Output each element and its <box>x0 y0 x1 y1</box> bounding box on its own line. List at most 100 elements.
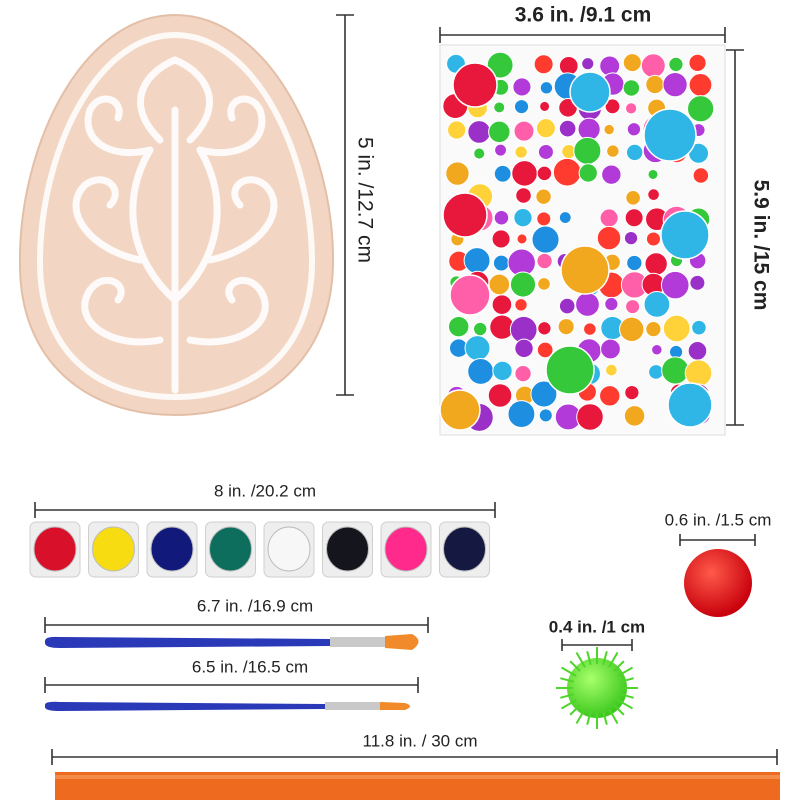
gem <box>467 357 495 385</box>
gem <box>575 292 600 317</box>
gem <box>492 360 513 382</box>
gem <box>447 120 467 140</box>
gem <box>493 209 510 226</box>
gem <box>464 335 491 362</box>
gem <box>691 319 707 336</box>
brush-large <box>45 634 419 650</box>
gem-large <box>660 210 710 260</box>
gem <box>487 383 513 408</box>
gem <box>625 102 638 115</box>
gem <box>492 254 510 272</box>
gem <box>558 297 576 315</box>
pompom-strand <box>602 651 608 666</box>
gem <box>513 208 533 228</box>
gem-height-label: 5.9 in. /15 cm <box>749 180 772 311</box>
gem <box>473 147 486 160</box>
gem <box>467 120 492 144</box>
pompom-strand <box>608 651 619 668</box>
paint-dimension-line <box>34 502 496 518</box>
gem <box>536 252 553 270</box>
gem <box>583 322 597 336</box>
gem <box>643 290 671 318</box>
gem-large <box>452 62 498 108</box>
gem <box>622 79 641 97</box>
pompom-strand <box>586 710 592 725</box>
gem <box>645 74 665 95</box>
gem <box>626 143 644 162</box>
gem <box>622 53 642 73</box>
gem <box>604 296 619 312</box>
gem <box>601 164 622 185</box>
gem <box>688 73 713 97</box>
gem <box>536 165 553 182</box>
gem <box>493 101 506 114</box>
gem <box>606 144 620 158</box>
ribbon-dimension-line <box>51 749 778 765</box>
egg-dimension-line <box>336 14 354 396</box>
gem <box>645 231 662 247</box>
gem <box>536 341 554 359</box>
ribbon-highlight <box>55 775 780 779</box>
gem-large <box>439 389 481 431</box>
gem <box>644 252 668 276</box>
gem-height-line <box>726 49 744 426</box>
gem <box>514 298 528 312</box>
gem <box>689 274 706 291</box>
gem <box>447 315 470 338</box>
gem-large <box>643 108 697 162</box>
gem <box>491 294 513 315</box>
pompom-strand <box>560 666 577 677</box>
gem-width-line <box>439 27 726 43</box>
gem <box>514 338 534 359</box>
pot-paint <box>150 526 194 572</box>
pot-paint <box>92 526 135 572</box>
brush2-length-label: 6.5 in. /16.5 cm <box>192 657 308 676</box>
gem <box>513 99 530 115</box>
gem <box>531 225 560 254</box>
gem-large <box>560 245 610 295</box>
gem <box>513 120 535 142</box>
gem <box>661 356 690 385</box>
gem <box>647 188 660 201</box>
gem <box>494 143 508 157</box>
gem-large <box>449 274 491 316</box>
gem <box>604 98 621 115</box>
pompom-red-line <box>679 534 756 546</box>
gem-large <box>442 192 488 238</box>
pompom-strand <box>613 704 625 716</box>
paint-width-label: 8 in. /20.2 cm <box>214 481 316 500</box>
gem <box>662 314 691 343</box>
pompom-strand <box>560 693 575 699</box>
gem <box>493 164 512 183</box>
pompom-green <box>556 647 638 729</box>
gem <box>596 225 622 251</box>
gem <box>624 384 640 401</box>
pompom-green-label: 0.4 in. /1 cm <box>549 617 645 636</box>
gem <box>603 123 615 136</box>
gem <box>576 403 604 431</box>
gem-large <box>667 382 713 428</box>
gem <box>599 208 619 228</box>
gem <box>536 211 552 227</box>
gem <box>668 56 684 73</box>
gem <box>578 163 598 183</box>
gem <box>535 188 552 205</box>
gem <box>687 95 715 123</box>
pompom-strand <box>619 677 634 683</box>
gem <box>692 167 710 184</box>
gem <box>660 270 690 300</box>
gem <box>625 299 641 315</box>
pot-paint <box>326 526 369 572</box>
gem <box>535 118 556 139</box>
gem <box>647 168 659 180</box>
gem-width-label: 3.6 in. /9.1 cm <box>515 4 652 27</box>
gem <box>473 321 488 337</box>
pot-paint <box>209 526 252 572</box>
gem <box>514 145 528 159</box>
gem <box>623 230 639 246</box>
pompom-strand <box>608 708 619 725</box>
gem <box>605 363 618 377</box>
gem <box>552 157 582 187</box>
gem <box>600 338 621 360</box>
